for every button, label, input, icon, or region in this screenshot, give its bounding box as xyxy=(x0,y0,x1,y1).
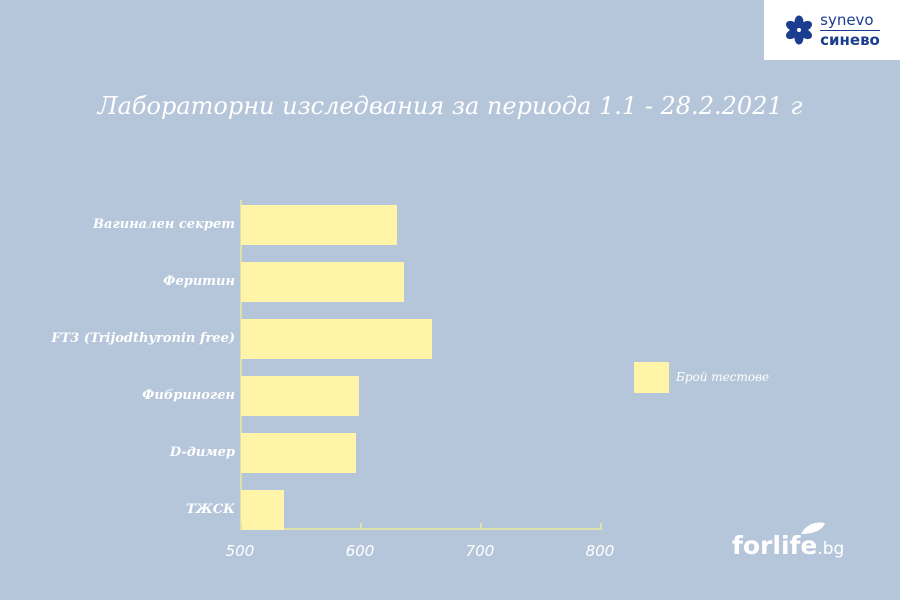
x-tick xyxy=(600,523,602,529)
flower-icon xyxy=(786,15,813,45)
x-tick-label: 800 xyxy=(585,542,615,560)
x-tick-label: 500 xyxy=(225,542,255,560)
synevo-logo: synevo синево xyxy=(764,0,900,60)
legend-swatch xyxy=(634,362,669,393)
bar xyxy=(241,319,432,359)
bar xyxy=(241,376,359,416)
bar xyxy=(241,433,357,473)
watermark-suffix: .bg xyxy=(817,539,845,559)
category-label: ТЖСК xyxy=(186,502,235,517)
logo-text: synevo синево xyxy=(820,12,880,49)
x-tick xyxy=(240,523,242,529)
chart-title: Лабораторни изследвания за периода 1.1 -… xyxy=(97,92,803,120)
category-label: FT3 (Trijodthyronin free) xyxy=(51,331,235,346)
x-tick-label: 600 xyxy=(345,542,375,560)
bar xyxy=(241,490,285,530)
x-axis-line xyxy=(240,528,602,530)
category-label: Вагинален секрет xyxy=(93,217,235,232)
bar xyxy=(241,205,398,245)
logo-line-latin: synevo xyxy=(820,12,880,31)
y-axis-line xyxy=(240,200,242,530)
category-label: Феритин xyxy=(163,274,235,289)
watermark-main: forlife xyxy=(732,531,818,560)
forlife-watermark: forlife.bg xyxy=(732,531,844,560)
x-tick xyxy=(480,523,482,529)
category-label: D-димер xyxy=(169,445,235,460)
bar xyxy=(241,262,405,302)
logo-line-cyrillic: синево xyxy=(820,30,880,49)
legend-label: Брой тестове xyxy=(676,370,770,384)
category-label: Фибриноген xyxy=(142,388,235,403)
x-tick-label: 700 xyxy=(465,542,495,560)
leaf-icon xyxy=(801,522,825,534)
x-tick xyxy=(360,523,362,529)
